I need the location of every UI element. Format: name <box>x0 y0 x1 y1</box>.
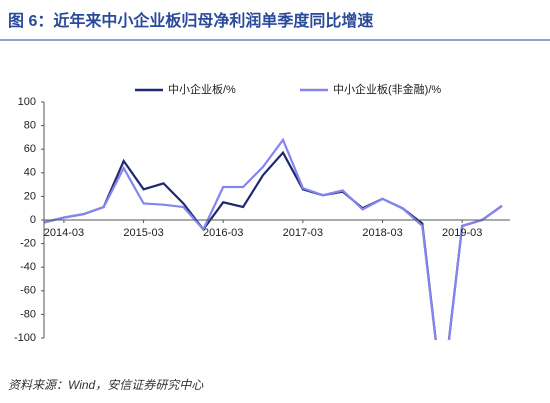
chart-title: 图 6：近年来中小企业板归母净利润单季度同比增速 <box>8 11 373 30</box>
source-note: 资料来源：Wind，安信证券研究中心 <box>8 378 204 392</box>
y-tick-label: 20 <box>24 190 36 202</box>
y-tick-label: 40 <box>24 167 36 179</box>
y-tick-label: -60 <box>20 285 36 297</box>
y-tick-label: -80 <box>20 308 36 320</box>
y-tick-label: 100 <box>18 96 36 108</box>
legend-label: 中小企业板/% <box>168 82 236 96</box>
x-tick-label: 2019-03 <box>442 227 482 239</box>
x-tick-label: 2017-03 <box>283 227 323 239</box>
x-tick-label: 2016-03 <box>203 227 243 239</box>
y-tick-label: 0 <box>30 214 36 226</box>
y-tick-label: -20 <box>20 238 36 250</box>
plot-area <box>43 137 503 340</box>
x-tick-label: 2015-03 <box>123 227 163 239</box>
y-tick-label: 80 <box>24 120 36 132</box>
legend-label: 中小企业板(非金融)/% <box>333 82 441 96</box>
x-tick-label: 2014-03 <box>44 227 84 239</box>
series-line <box>43 137 503 340</box>
x-tick-label: 2018-03 <box>362 227 402 239</box>
y-tick-label: 60 <box>24 143 36 155</box>
y-tick-label: -100 <box>14 332 36 344</box>
y-tick-label: -40 <box>20 261 36 273</box>
